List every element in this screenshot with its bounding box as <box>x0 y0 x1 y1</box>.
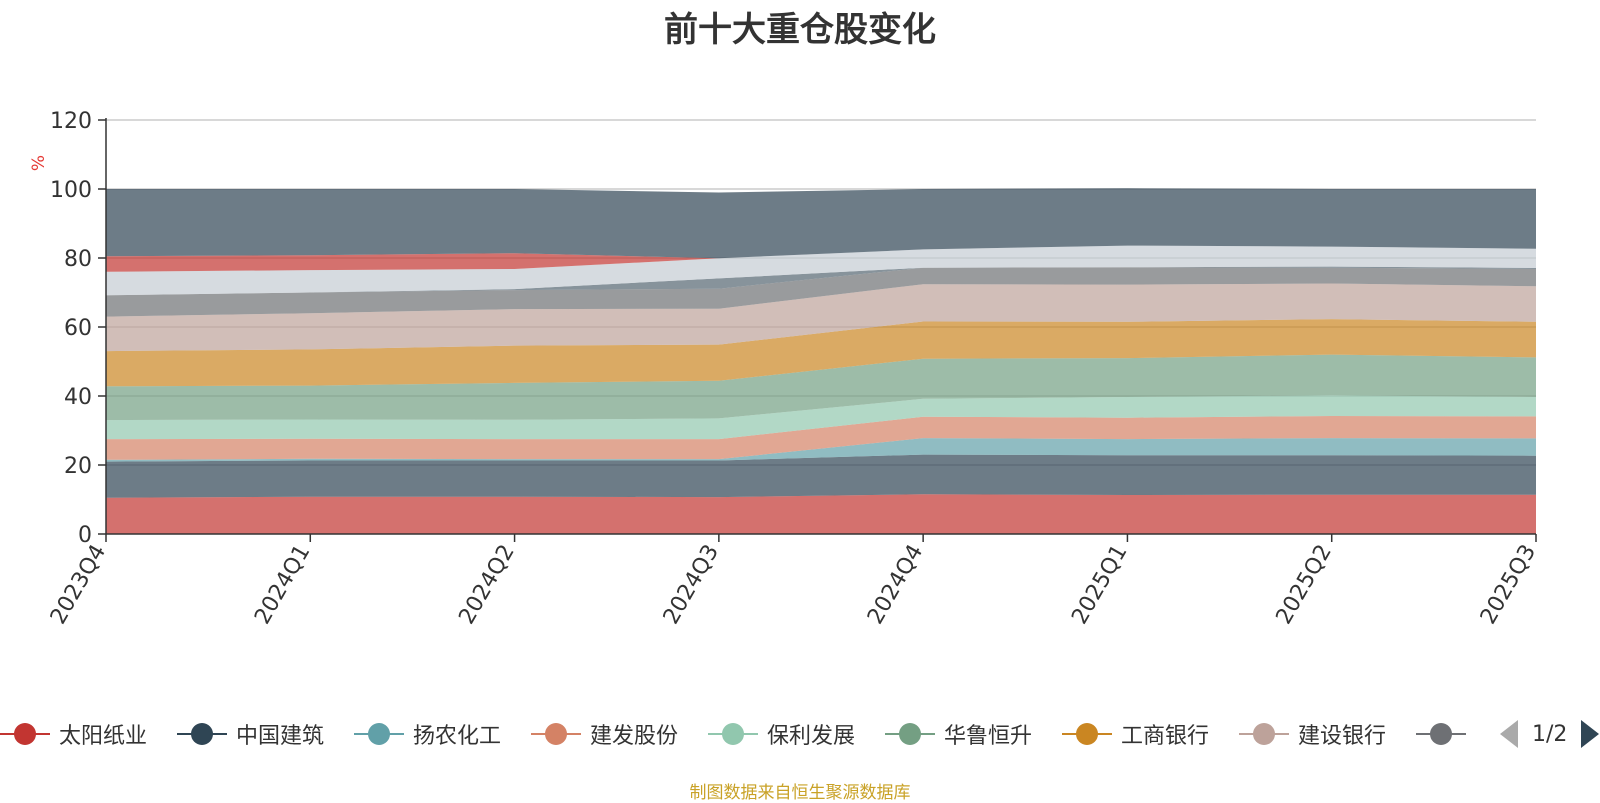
x-tick-label-2024Q2: 2024Q2 <box>454 541 519 629</box>
legend-item-9[interactable]: 海螺水泥 <box>1416 712 1470 756</box>
legend-item-3[interactable]: 扬农化工 <box>354 712 501 756</box>
legend-item-6[interactable]: 华鲁恒升 <box>885 712 1032 756</box>
area-series-8 <box>106 283 1536 352</box>
x-tick-label-2023Q4: 2023Q4 <box>46 541 111 629</box>
legend-marker-icon <box>0 722 50 746</box>
legend-label: 扬农化工 <box>413 724 502 749</box>
legend-item-4[interactable]: 建发股份 <box>531 712 678 756</box>
x-tick-label-2025Q2: 2025Q2 <box>1272 541 1337 629</box>
legend-marker-icon <box>885 722 935 746</box>
area-series-5 <box>106 395 1536 440</box>
legend-label: 保利发展 <box>767 724 856 749</box>
x-tick-label-2025Q1: 2025Q1 <box>1067 541 1132 629</box>
area-series <box>106 188 1536 534</box>
area-series-9 <box>106 267 1536 317</box>
legend-label: 建设银行 <box>1298 724 1387 749</box>
x-tick-label-2025Q3: 2025Q3 <box>1476 541 1541 629</box>
x-tick-label-2024Q4: 2024Q4 <box>863 541 928 629</box>
legend-label: 华鲁恒升 <box>944 724 1033 749</box>
area-series-12 <box>106 245 1536 272</box>
legend-marker-icon <box>177 722 227 746</box>
legend-marker-icon <box>708 722 758 746</box>
legend-item-5[interactable]: 保利发展 <box>708 712 855 756</box>
y-tick-label-20: 20 <box>64 454 92 479</box>
area-series-6 <box>106 354 1536 421</box>
legend-next-page-icon[interactable] <box>1581 720 1600 748</box>
legend-item-7[interactable]: 工商银行 <box>1062 712 1209 756</box>
legend-marker-icon <box>1239 722 1289 746</box>
legend-marker-icon <box>1062 722 1112 746</box>
legend-pager: 1/2 <box>1500 712 1600 756</box>
legend-label: 工商银行 <box>1121 724 1210 749</box>
legend: 太阳纸业 中国建筑 扬农化工 建发股份 保利发展 华鲁恒升 工商银行 建设银行 海螺水泥 1/2 <box>0 712 1600 756</box>
y-tick-label-60: 60 <box>64 316 92 341</box>
y-tick-label-0: 0 <box>78 523 92 548</box>
area-series-1 <box>106 494 1536 534</box>
legend-label: 中国建筑 <box>236 724 325 749</box>
area-series-13 <box>106 188 1536 259</box>
x-tick-label-2024Q3: 2024Q3 <box>659 541 724 629</box>
legend-item-8[interactable]: 建设银行 <box>1239 712 1386 756</box>
x-tick-label-2024Q1: 2024Q1 <box>250 541 315 629</box>
chart-title: 前十大重仓股变化 <box>664 10 936 50</box>
area-series-4 <box>106 416 1536 460</box>
y-tick-label-80: 80 <box>64 247 92 272</box>
area-series-7 <box>106 319 1536 387</box>
legend-marker-icon <box>1416 722 1466 746</box>
y-tick-label-120: 120 <box>50 109 92 134</box>
legend-prev-page-icon[interactable] <box>1500 720 1518 748</box>
legend-item-1[interactable]: 太阳纸业 <box>0 712 147 756</box>
area-series-11 <box>106 245 1536 296</box>
y-tick-label-100: 100 <box>50 178 92 203</box>
y-tick-label-40: 40 <box>64 385 92 410</box>
legend-items: 太阳纸业 中国建筑 扬农化工 建发股份 保利发展 华鲁恒升 工商银行 建设银行 海螺水泥 <box>0 712 1470 756</box>
area-series-2 <box>106 454 1536 498</box>
y-axis-label: % <box>29 155 49 171</box>
legend-page-indicator: 1/2 <box>1532 721 1568 747</box>
legend-label: 建发股份 <box>590 724 679 749</box>
legend-item-2[interactable]: 中国建筑 <box>177 712 324 756</box>
legend-marker-icon <box>354 722 404 746</box>
legend-marker-icon <box>531 722 581 746</box>
legend-label: 太阳纸业 <box>59 724 148 749</box>
area-series-3 <box>106 438 1536 462</box>
source-note: 制图数据来自恒生聚源数据库 <box>689 783 911 803</box>
